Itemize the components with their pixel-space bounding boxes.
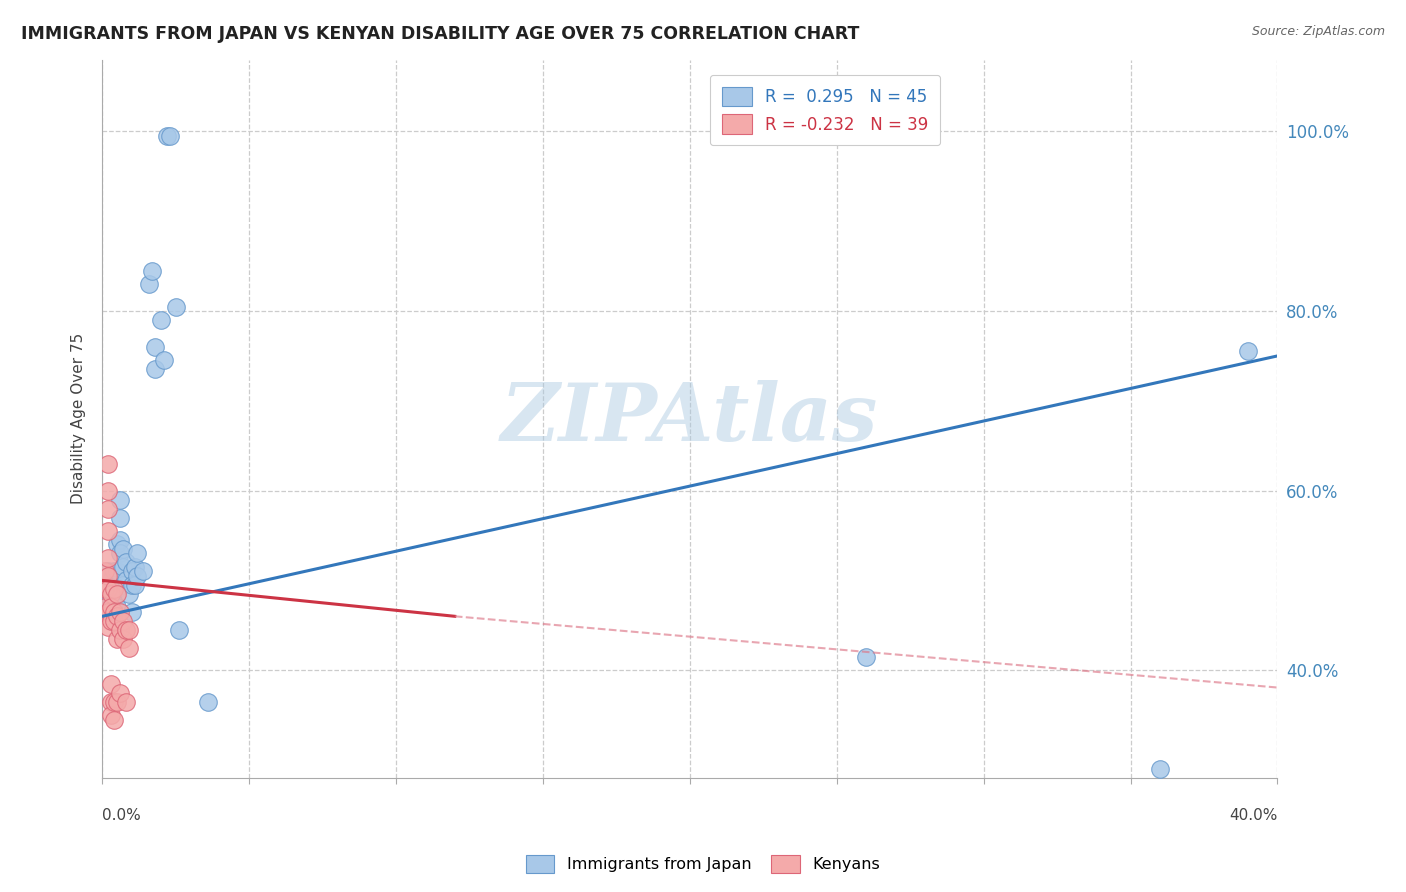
Point bbox=[124, 560, 146, 574]
Point bbox=[103, 596, 125, 610]
Point bbox=[100, 600, 122, 615]
Text: IMMIGRANTS FROM JAPAN VS KENYAN DISABILITY AGE OVER 75 CORRELATION CHART: IMMIGRANTS FROM JAPAN VS KENYAN DISABILI… bbox=[21, 25, 859, 43]
Point bbox=[103, 578, 125, 592]
Point bbox=[105, 565, 128, 579]
Point bbox=[159, 128, 181, 143]
Point bbox=[118, 640, 141, 655]
Point bbox=[127, 569, 149, 583]
Point bbox=[100, 695, 122, 709]
Legend: R =  0.295   N = 45, R = -0.232   N = 39: R = 0.295 N = 45, R = -0.232 N = 39 bbox=[710, 75, 941, 145]
Point bbox=[121, 578, 143, 592]
Point bbox=[103, 713, 125, 727]
Point bbox=[105, 587, 128, 601]
Point bbox=[111, 614, 134, 628]
Point bbox=[124, 578, 146, 592]
Point bbox=[94, 565, 117, 579]
Point bbox=[111, 541, 134, 556]
Point bbox=[197, 695, 219, 709]
Point bbox=[138, 277, 160, 291]
Point bbox=[103, 614, 125, 628]
Point bbox=[111, 632, 134, 646]
Point bbox=[105, 609, 128, 624]
Point bbox=[105, 600, 128, 615]
Point bbox=[108, 533, 131, 547]
Point bbox=[108, 492, 131, 507]
Y-axis label: Disability Age Over 75: Disability Age Over 75 bbox=[72, 333, 86, 504]
Point bbox=[108, 605, 131, 619]
Point bbox=[108, 546, 131, 560]
Legend: Immigrants from Japan, Kenyans: Immigrants from Japan, Kenyans bbox=[519, 848, 887, 880]
Point bbox=[97, 569, 120, 583]
Point bbox=[1149, 762, 1171, 776]
Point bbox=[105, 632, 128, 646]
Point bbox=[94, 582, 117, 597]
Point bbox=[100, 591, 122, 606]
Point bbox=[97, 605, 120, 619]
Text: ZIPAtlas: ZIPAtlas bbox=[501, 380, 879, 458]
Point bbox=[149, 313, 172, 327]
Point bbox=[94, 600, 117, 615]
Point bbox=[105, 582, 128, 597]
Point bbox=[100, 587, 122, 601]
Point bbox=[108, 623, 131, 637]
Point bbox=[111, 578, 134, 592]
Point bbox=[97, 501, 120, 516]
Text: 0.0%: 0.0% bbox=[103, 808, 141, 823]
Point bbox=[94, 591, 117, 606]
Point bbox=[114, 695, 136, 709]
Point bbox=[105, 695, 128, 709]
Point bbox=[103, 695, 125, 709]
Point bbox=[132, 565, 155, 579]
Point bbox=[97, 582, 120, 597]
Point bbox=[156, 128, 179, 143]
Point bbox=[127, 546, 149, 560]
Point bbox=[121, 565, 143, 579]
Point bbox=[97, 565, 120, 579]
Point bbox=[855, 649, 877, 664]
Point bbox=[97, 550, 120, 565]
Point bbox=[94, 574, 117, 588]
Point bbox=[114, 556, 136, 570]
Point bbox=[118, 587, 141, 601]
Point bbox=[100, 614, 122, 628]
Point bbox=[100, 708, 122, 723]
Point bbox=[141, 263, 163, 277]
Point bbox=[165, 300, 187, 314]
Point bbox=[153, 353, 176, 368]
Point bbox=[114, 623, 136, 637]
Point bbox=[97, 620, 120, 634]
Point bbox=[103, 582, 125, 597]
Point bbox=[97, 483, 120, 498]
Point bbox=[167, 623, 190, 637]
Text: Source: ZipAtlas.com: Source: ZipAtlas.com bbox=[1251, 25, 1385, 38]
Point bbox=[108, 685, 131, 699]
Text: 40.0%: 40.0% bbox=[1229, 808, 1278, 823]
Point bbox=[114, 574, 136, 588]
Point bbox=[118, 623, 141, 637]
Point bbox=[143, 362, 166, 376]
Point bbox=[111, 560, 134, 574]
Point bbox=[94, 609, 117, 624]
Point bbox=[97, 582, 120, 597]
Point bbox=[97, 457, 120, 471]
Point bbox=[97, 524, 120, 538]
Point bbox=[100, 574, 122, 588]
Point bbox=[108, 510, 131, 524]
Point bbox=[1237, 344, 1260, 359]
Point bbox=[103, 565, 125, 579]
Point bbox=[143, 340, 166, 354]
Point bbox=[105, 537, 128, 551]
Point bbox=[100, 676, 122, 690]
Point bbox=[121, 605, 143, 619]
Point bbox=[103, 605, 125, 619]
